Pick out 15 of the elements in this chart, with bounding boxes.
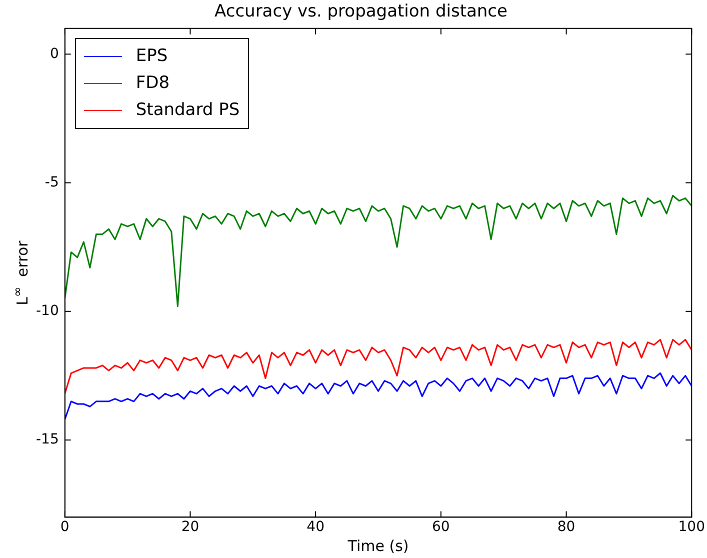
x-tick-label: 0: [60, 519, 70, 536]
legend-label: Standard PS: [136, 99, 240, 122]
y-tick-label: -10: [36, 303, 59, 320]
y-tick-label: -5: [44, 174, 59, 190]
legend-label: EPS: [136, 45, 168, 68]
y-tick-label: 0: [50, 46, 59, 62]
legend-label: FD8: [136, 72, 170, 96]
x-tick-label: 100: [678, 519, 706, 536]
x-tick-label: 80: [557, 519, 576, 536]
x-tick-label: 20: [181, 519, 200, 536]
chart-title: Accuracy vs. propagation distance: [214, 2, 508, 22]
y-tick-label: -15: [36, 432, 59, 448]
x-tick-label: 60: [432, 519, 450, 536]
x-axis-title: Time (s): [348, 537, 409, 555]
x-tick-label: 40: [306, 519, 324, 536]
